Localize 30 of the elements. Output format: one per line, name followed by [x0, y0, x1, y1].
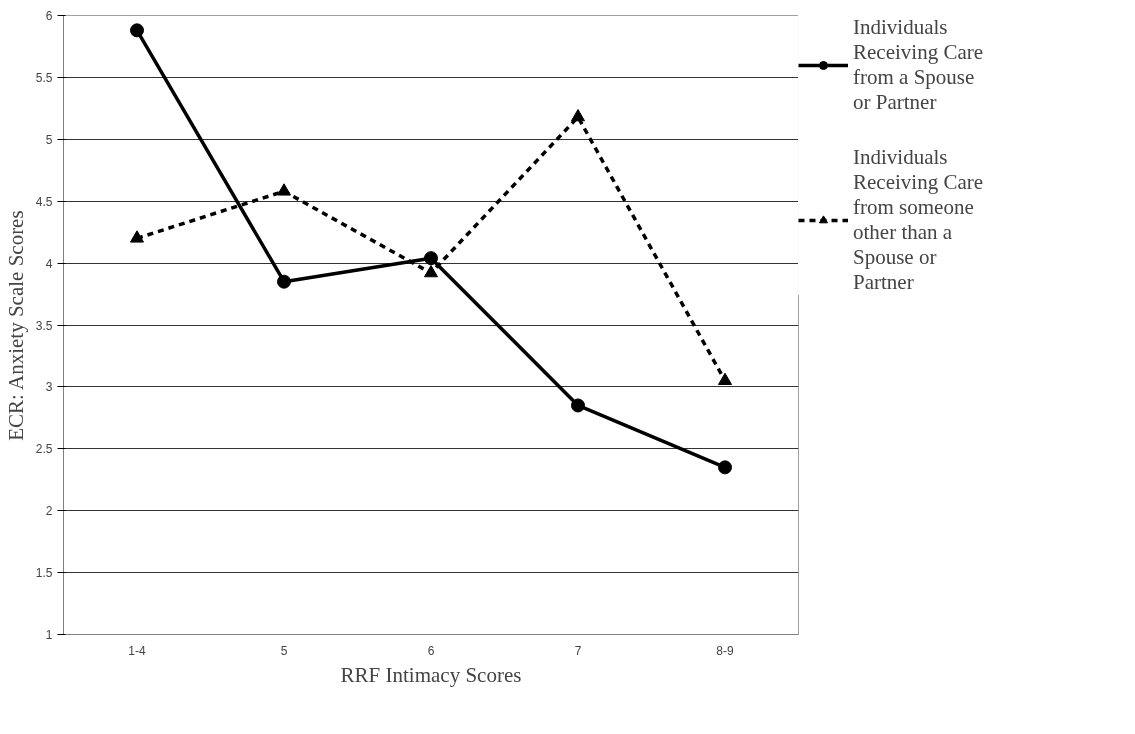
legend-label: Individuals Receiving Care from a Spouse or Partner	[853, 15, 984, 115]
point	[277, 183, 291, 196]
x-tick-label: 7	[574, 643, 582, 658]
y-tick-label: 3	[45, 380, 53, 395]
y-tick-label: 2	[45, 504, 53, 519]
x-tick-label: 1-4	[128, 643, 146, 658]
x-tick-label: 5	[280, 643, 288, 658]
y-tick-label: 6	[45, 9, 53, 23]
point	[424, 251, 438, 266]
point	[718, 372, 732, 385]
point	[571, 398, 585, 413]
point	[718, 460, 732, 475]
point	[130, 230, 144, 243]
point	[130, 23, 144, 38]
y-tick-label: 4	[45, 256, 53, 271]
legend-label: Individuals Receiving Care from someone other than a Spouse or Partner	[853, 145, 984, 295]
x-tick-label: 6	[427, 643, 435, 658]
point	[277, 274, 291, 289]
y-tick-label: 5.5	[35, 70, 53, 85]
point	[424, 265, 438, 278]
y-tick-label: 2.5	[35, 442, 53, 457]
y-tick-label: 1	[45, 628, 53, 642]
x-axis-title: RRF Intimacy Scores	[340, 662, 522, 687]
point	[571, 109, 585, 122]
y-tick-label: 1.5	[35, 566, 53, 581]
y-axis-title: ECR: Anxiety Scale Scores	[3, 210, 28, 441]
x-tick-label: 8-9	[716, 643, 734, 658]
y-tick-label: 3.5	[35, 318, 53, 333]
y-tick-label: 5	[45, 132, 53, 147]
y-tick-label: 4.5	[35, 194, 53, 209]
